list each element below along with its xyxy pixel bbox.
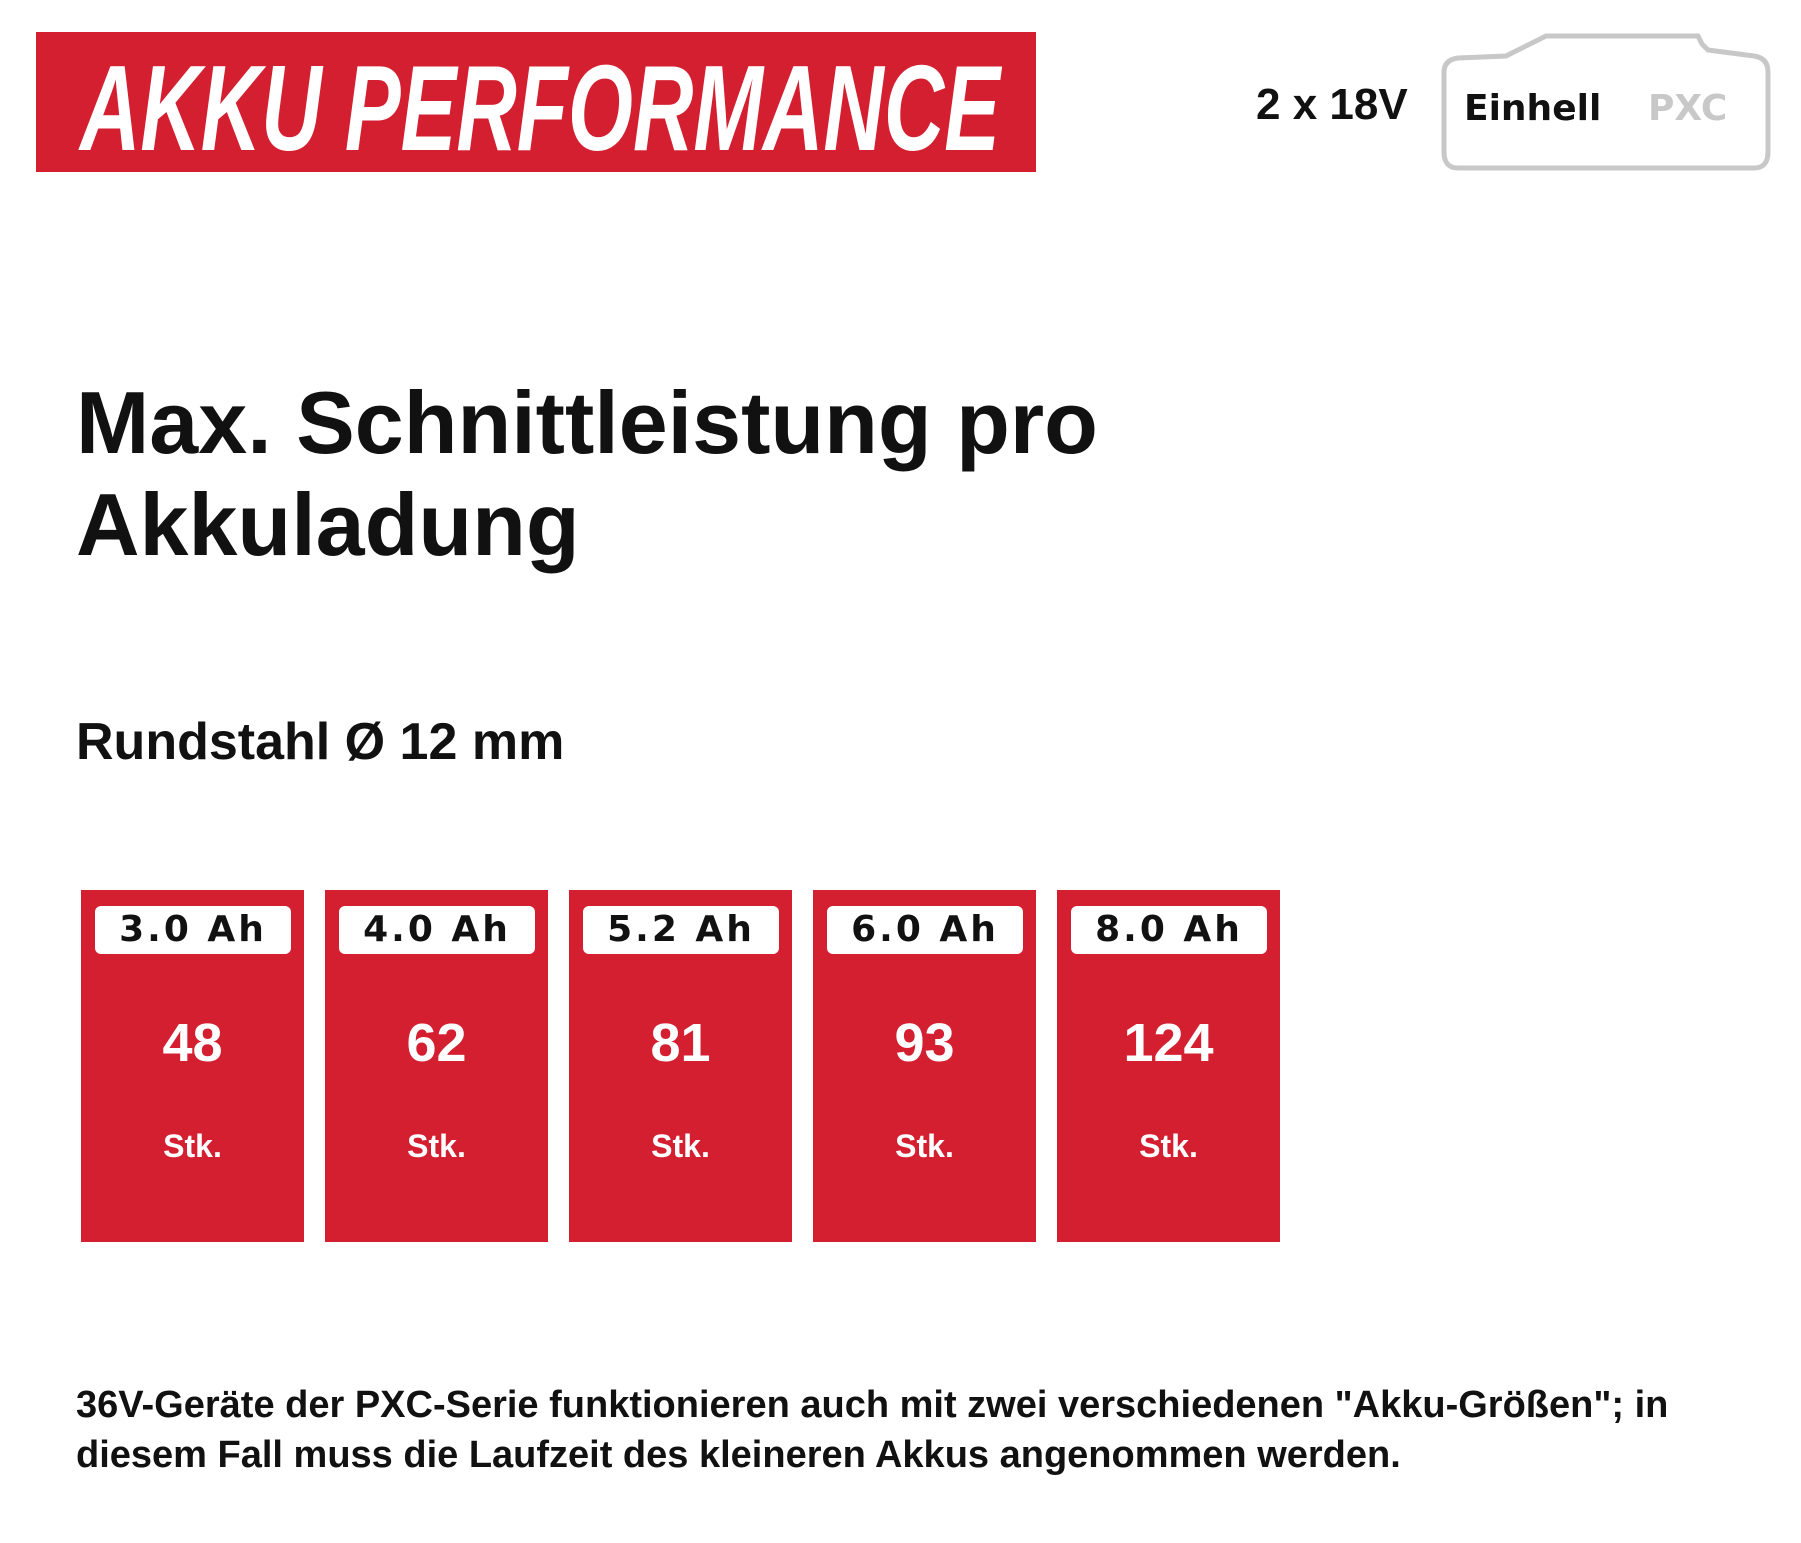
banner-bg (36, 32, 1036, 172)
title-line: Akkuladung (76, 475, 580, 574)
title-line: Max. Schnittleistung pro (76, 373, 1098, 472)
card-value: 93 (894, 1013, 955, 1073)
capacity-label: 4.0 Ah (339, 906, 535, 954)
capacity-label: 5.2 Ah (583, 906, 779, 954)
card-row: 3.0 Ah 48 Stk. 4.0 Ah 62 Stk. 5.2 Ah 81 Stk. 6.0 … (81, 890, 1280, 1242)
capacity-label: 6.0 Ah (827, 906, 1023, 954)
card-value: 124 (1123, 1013, 1214, 1073)
card: 8.0 Ah 124 Stk. (1057, 890, 1280, 1242)
card: 6.0 Ah 93 Stk. (813, 890, 1036, 1242)
card-unit: Stk. (895, 1128, 954, 1164)
card-value: 62 (406, 1013, 467, 1073)
card-value: 48 (162, 1013, 223, 1073)
card-unit: Stk. (1139, 1128, 1198, 1164)
logo-series: PXC (1648, 88, 1727, 129)
card: 5.2 Ah 81 Stk. (569, 890, 792, 1242)
banner: AKKU PERFORMANCE (36, 32, 1036, 172)
logo-outline (1441, 33, 1771, 171)
card-value: 81 (650, 1013, 711, 1073)
subtitle: Rundstahl Ø 12 mm (76, 713, 565, 771)
logo-brand: Einhell (1464, 88, 1601, 129)
card-unit: Stk. (163, 1128, 222, 1164)
title: Max. Schnittleistung pro Akkuladung (76, 372, 1098, 576)
banner-text: AKKU PERFORMANCE (78, 40, 1003, 172)
voltage: 2 x 18V (1256, 80, 1408, 129)
card-unit: Stk. (407, 1128, 466, 1164)
card: 4.0 Ah 62 Stk. (325, 890, 548, 1242)
footnote: 36V-Geräte der PXC-Serie funktionieren a… (76, 1384, 1669, 1476)
logo: Einhell PXC (1441, 33, 1771, 171)
capacity-label: 8.0 Ah (1071, 906, 1267, 954)
card: 3.0 Ah 48 Stk. (81, 890, 304, 1242)
capacity-label: 3.0 Ah (95, 906, 291, 954)
card-unit: Stk. (651, 1128, 710, 1164)
